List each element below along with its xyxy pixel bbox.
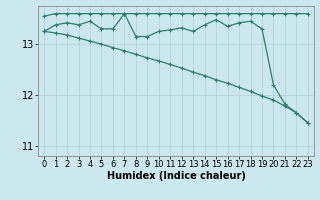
X-axis label: Humidex (Indice chaleur): Humidex (Indice chaleur)	[107, 171, 245, 181]
